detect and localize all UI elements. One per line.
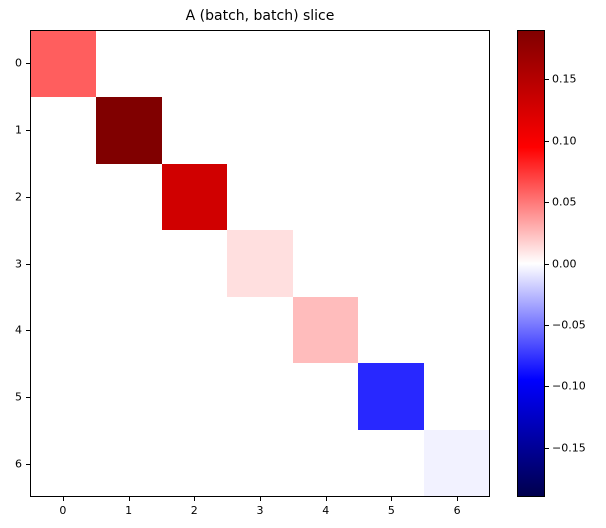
x-tick-mark (325, 497, 327, 501)
heatmap-cell (31, 363, 97, 430)
heatmap-cell (358, 31, 424, 98)
heatmap-cell (292, 363, 359, 430)
heatmap-cell (292, 97, 359, 164)
y-tick-mark (26, 63, 30, 65)
heatmap-cell (358, 163, 424, 231)
heatmap-cell (161, 230, 228, 297)
heatmap-cell (31, 31, 97, 98)
y-tick-mark (26, 463, 30, 465)
heatmap-cell (292, 230, 359, 297)
heatmap-cell (358, 363, 424, 430)
heatmap-cell (227, 31, 293, 98)
x-tick-mark (194, 497, 196, 501)
heatmap-cell (31, 163, 97, 231)
x-tick-label: 0 (59, 504, 67, 517)
colorbar-tick-label: −0.15 (552, 441, 586, 455)
heatmap-cell (161, 429, 228, 496)
x-tick-label: 2 (190, 504, 198, 517)
colorbar-gradient (517, 30, 545, 497)
heatmap-cell (161, 296, 228, 364)
x-tick-label: 6 (453, 504, 461, 517)
x-tick-mark (457, 497, 459, 501)
colorbar-tick-label: 0.05 (552, 195, 577, 209)
heatmap-cell (227, 97, 293, 164)
x-tick-mark (128, 497, 130, 501)
heatmap-cell (96, 429, 162, 496)
heatmap-cell (161, 163, 228, 231)
heatmap-cell (227, 163, 293, 231)
x-tick-label: 3 (256, 504, 264, 517)
x-tick-label: 5 (387, 504, 395, 517)
heatmap-cell (358, 296, 424, 364)
colorbar-tick-mark (545, 324, 549, 326)
x-tick-label: 4 (322, 504, 330, 517)
heatmap-cell (423, 230, 489, 297)
colorbar-tick-mark (545, 140, 549, 142)
heatmap-cell (31, 97, 97, 164)
chart-title: A (batch, batch) slice (185, 8, 335, 24)
heatmap-cell (292, 429, 359, 496)
heatmap-cell (423, 296, 489, 364)
heatmap-cell (161, 31, 228, 98)
x-tick-mark (260, 497, 261, 501)
heatmap-cell (227, 429, 293, 496)
y-tick-label: 0 (15, 56, 22, 70)
colorbar-tick-label: −0.05 (552, 318, 586, 332)
heatmap-cell (96, 31, 162, 98)
colorbar-tick-mark (545, 202, 549, 204)
heatmap-cell (423, 31, 489, 98)
heatmap-cell (292, 31, 359, 98)
y-tick-label: 1 (15, 123, 22, 137)
x-tick-mark (391, 497, 393, 501)
y-tick-mark (26, 196, 30, 198)
heatmap-cell (96, 163, 162, 231)
heatmap-cell (292, 296, 359, 364)
axes-frame (30, 30, 490, 497)
colorbar-tick-label: 0.15 (552, 72, 577, 86)
heatmap-cell (96, 97, 162, 164)
y-tick-label: 5 (15, 390, 22, 404)
heatmap-cell (358, 429, 424, 496)
y-tick-label: 2 (15, 190, 22, 204)
heatmap-cell (358, 97, 424, 164)
colorbar-tick-mark (545, 447, 549, 449)
colorbar-tick-label: 0.00 (552, 257, 577, 270)
heatmap-cell (358, 230, 424, 297)
y-tick-mark (26, 263, 30, 265)
y-tick-label: 3 (15, 257, 22, 270)
colorbar-tick-label: 0.10 (552, 134, 577, 148)
colorbar-tick-mark (545, 79, 549, 81)
heatmap-cell (423, 429, 489, 496)
y-tick-mark (26, 130, 30, 132)
heatmap-cell (227, 230, 293, 297)
x-tick-label: 1 (125, 504, 133, 517)
heatmap-cell (423, 363, 489, 430)
heatmap-cell (292, 163, 359, 231)
heatmap-cell (96, 296, 162, 364)
heatmap-cell (31, 230, 97, 297)
heatmap (31, 31, 489, 496)
y-tick-mark (26, 330, 30, 332)
heatmap-cell (31, 296, 97, 364)
colorbar-tick-mark (545, 386, 549, 388)
heatmap-cell (96, 230, 162, 297)
heatmap-cell (227, 296, 293, 364)
heatmap-cell (423, 163, 489, 231)
x-tick-mark (62, 497, 64, 501)
colorbar-tick-label: −0.10 (552, 379, 586, 393)
y-tick-label: 6 (15, 457, 22, 471)
heatmap-cell (227, 363, 293, 430)
heatmap-cell (96, 363, 162, 430)
heatmap-cell (31, 429, 97, 496)
heatmap-cell (161, 97, 228, 164)
y-tick-mark (26, 396, 30, 398)
colorbar-tick-mark (545, 263, 549, 265)
heatmap-cell (161, 363, 228, 430)
heatmap-cell (423, 97, 489, 164)
y-tick-label: 4 (15, 323, 22, 337)
